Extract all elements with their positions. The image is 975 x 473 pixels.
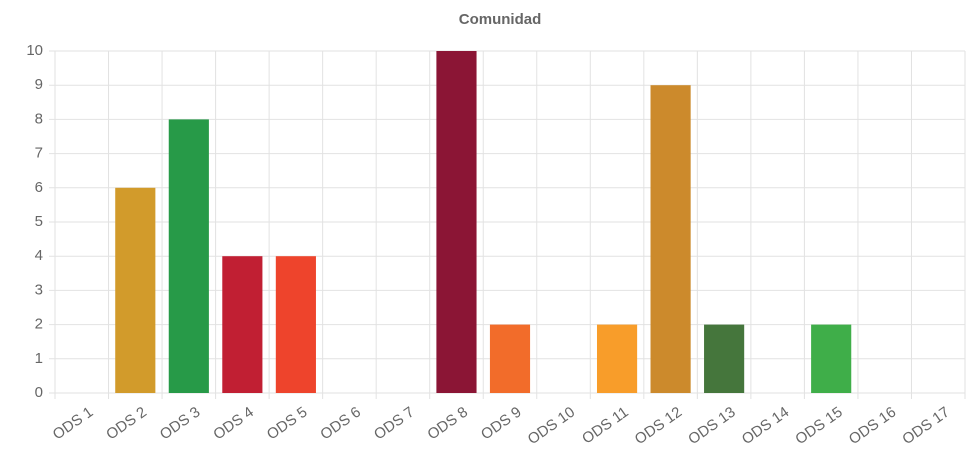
y-tick-label: 4	[35, 247, 43, 264]
y-tick-label: 1	[35, 350, 43, 367]
y-tick-label: 6	[35, 179, 43, 196]
x-tick-label: ODS 14	[739, 404, 792, 449]
x-tick-label: ODS 3	[157, 404, 204, 444]
chart-title: Comunidad	[459, 11, 542, 28]
x-tick-label: ODS 16	[846, 404, 899, 449]
bar	[704, 324, 745, 393]
x-tick-label: ODS 2	[103, 404, 150, 444]
x-tick-label: ODS 9	[478, 404, 525, 444]
bar	[115, 187, 156, 393]
x-tick-label: ODS 5	[264, 404, 311, 444]
y-tick-label: 3	[35, 281, 43, 298]
x-tick-label: ODS 4	[210, 404, 257, 444]
bar	[436, 51, 477, 393]
bar	[275, 256, 316, 393]
bar	[489, 324, 531, 393]
y-tick-label: 9	[35, 76, 43, 93]
bar	[811, 324, 852, 393]
bar	[168, 119, 209, 394]
x-tick-label: ODS 10	[525, 404, 578, 449]
x-tick-label: ODS 8	[424, 404, 471, 444]
x-tick-label: ODS 1	[50, 404, 97, 444]
x-tick-label: ODS 11	[579, 404, 632, 448]
y-tick-label: 7	[35, 145, 43, 162]
y-tick-label: 0	[35, 384, 43, 401]
x-tick-label: ODS 13	[685, 404, 738, 449]
bar	[222, 256, 263, 393]
y-tick-label: 10	[26, 42, 43, 59]
y-tick-label: 2	[35, 316, 43, 333]
y-tick-label: 8	[35, 110, 43, 127]
x-tick-label: ODS 15	[792, 404, 845, 449]
y-tick-label: 5	[35, 213, 43, 230]
bar	[596, 324, 638, 393]
x-tick-label: ODS 17	[899, 404, 952, 449]
x-tick-label: ODS 6	[317, 404, 364, 444]
x-tick-label: ODS 12	[632, 404, 685, 449]
x-tick-label: ODS 7	[371, 404, 418, 444]
bar	[650, 85, 691, 393]
